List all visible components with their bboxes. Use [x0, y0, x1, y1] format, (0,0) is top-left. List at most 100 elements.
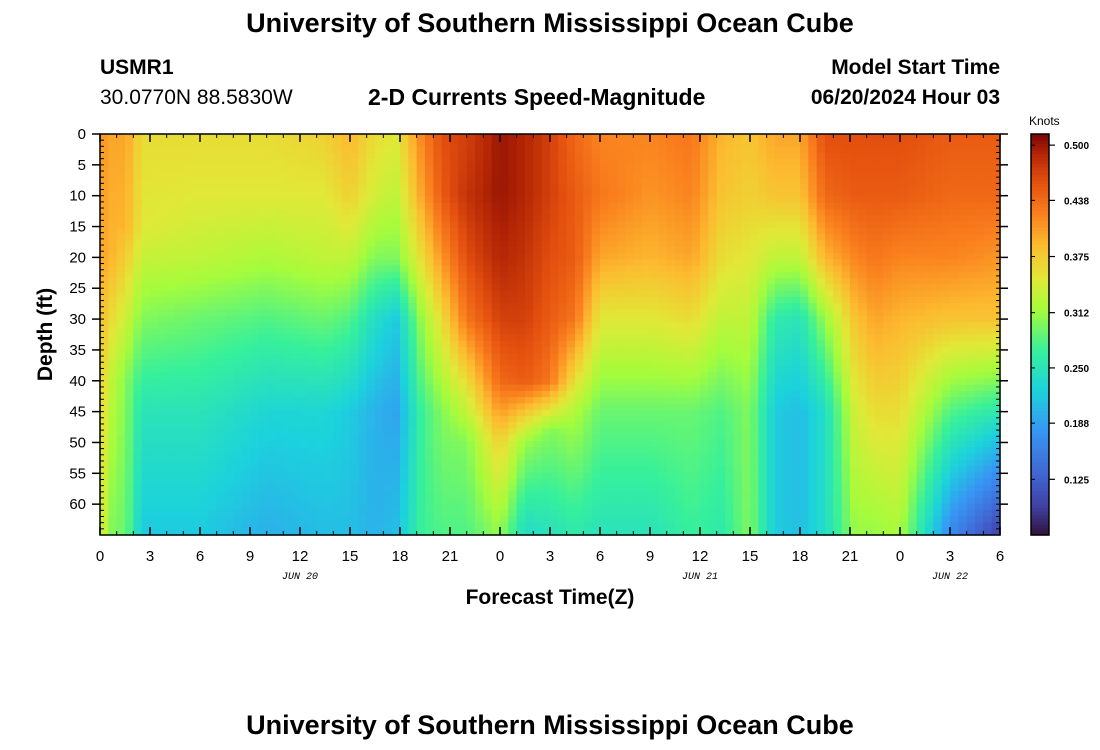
- heatmap-cell: [208, 503, 218, 511]
- heatmap-cell: [508, 459, 518, 467]
- heatmap-cell: [316, 397, 326, 405]
- heatmap-cell: [291, 466, 301, 473]
- heatmap-cell: [325, 528, 334, 536]
- heatmap-cell: [675, 296, 684, 304]
- heatmap-cell: [225, 516, 234, 524]
- heatmap-cell: [491, 353, 501, 361]
- heatmap-cell: [416, 140, 426, 148]
- heatmap-cell: [300, 403, 309, 411]
- heatmap-cell: [650, 472, 659, 480]
- heatmap-cell: [741, 497, 751, 505]
- heatmap-cell: [625, 353, 634, 361]
- heatmap-cell: [466, 340, 476, 348]
- heatmap-cell: [666, 403, 676, 411]
- heatmap-cell: [366, 196, 376, 204]
- heatmap-cell: [166, 447, 176, 455]
- heatmap-cell: [208, 227, 218, 235]
- heatmap-cell: [175, 422, 184, 430]
- heatmap-cell: [575, 227, 584, 235]
- heatmap-cell: [233, 459, 243, 467]
- heatmap-cell: [566, 177, 576, 185]
- heatmap-cell: [225, 365, 234, 373]
- heatmap-cell: [191, 296, 201, 304]
- heatmap-cell: [716, 472, 726, 480]
- heatmap-cell: [608, 234, 618, 242]
- heatmap-cell: [100, 152, 109, 160]
- heatmap-cell: [300, 321, 309, 329]
- heatmap-cell: [458, 152, 468, 160]
- heatmap-cell: [533, 516, 543, 524]
- heatmap-cell: [266, 334, 276, 342]
- heatmap-cell: [266, 184, 276, 191]
- heatmap-cell: [600, 428, 609, 436]
- heatmap-cell: [416, 378, 426, 386]
- heatmap-cell: [583, 415, 593, 423]
- heatmap-cell: [291, 209, 301, 217]
- heatmap-cell: [741, 140, 751, 148]
- heatmap-cell: [183, 528, 193, 536]
- heatmap-cell: [266, 528, 276, 536]
- heatmap-cell: [608, 378, 618, 386]
- heatmap-cell: [616, 259, 626, 267]
- heatmap-cell: [375, 516, 384, 524]
- heatmap-cell: [441, 409, 451, 417]
- heatmap-cell: [400, 146, 409, 154]
- heatmap-cell: [583, 165, 593, 173]
- heatmap-cell: [425, 447, 434, 455]
- heatmap-cell: [491, 347, 501, 354]
- heatmap-cell: [550, 516, 559, 524]
- heatmap-cell: [200, 221, 209, 229]
- heatmap-cell: [691, 453, 701, 461]
- heatmap-cell: [233, 240, 243, 248]
- heatmap-cell: [325, 365, 334, 373]
- heatmap-cell: [250, 215, 259, 223]
- heatmap-cell: [600, 484, 609, 492]
- heatmap-cell: [225, 340, 234, 348]
- heatmap-cell: [516, 284, 526, 292]
- heatmap-cell: [708, 453, 718, 461]
- heatmap-cell: [291, 409, 301, 417]
- heatmap-cell: [725, 284, 734, 292]
- heatmap-cell: [316, 497, 326, 505]
- heatmap-cell: [233, 234, 243, 242]
- heatmap-cell: [575, 334, 584, 342]
- heatmap-cell: [150, 472, 159, 480]
- heatmap-cell: [708, 340, 718, 348]
- heatmap-cell: [391, 378, 401, 386]
- heatmap-cell: [666, 315, 676, 323]
- heatmap-cell: [108, 491, 118, 499]
- heatmap-cell: [675, 202, 684, 210]
- model-start-value: 06/20/2024 Hour 03: [810, 86, 1000, 109]
- heatmap-cell: [433, 265, 443, 273]
- heatmap-cell: [241, 227, 251, 235]
- heatmap-cell: [425, 215, 434, 223]
- heatmap-cell: [358, 221, 368, 229]
- heatmap-cell: [266, 522, 276, 530]
- heatmap-cell: [416, 134, 426, 141]
- heatmap-cell: [266, 265, 276, 273]
- heatmap-cell: [608, 152, 618, 160]
- heatmap-cell: [483, 165, 493, 173]
- heatmap-cell: [166, 516, 176, 524]
- heatmap-cell: [658, 422, 668, 430]
- heatmap-cell: [716, 202, 726, 210]
- heatmap-cell: [308, 240, 318, 248]
- heatmap-cell: [716, 184, 726, 191]
- heatmap-cell: [591, 522, 601, 530]
- heatmap-cell: [725, 428, 734, 436]
- heatmap-cell: [475, 503, 484, 511]
- heatmap-cell: [650, 159, 659, 166]
- heatmap-cell: [433, 196, 443, 204]
- heatmap-cell: [316, 253, 326, 260]
- heatmap-cell: [350, 522, 359, 530]
- heatmap-cell: [641, 171, 651, 179]
- heatmap-cell: [175, 190, 184, 198]
- heatmap-cell: [466, 353, 476, 361]
- heatmap-cell: [391, 253, 401, 260]
- heatmap-cell: [133, 315, 143, 323]
- heatmap-cell: [625, 384, 634, 392]
- heatmap-cell: [141, 390, 151, 398]
- heatmap-cell: [166, 271, 176, 279]
- heatmap-cell: [283, 334, 293, 342]
- heatmap-cell: [108, 484, 118, 492]
